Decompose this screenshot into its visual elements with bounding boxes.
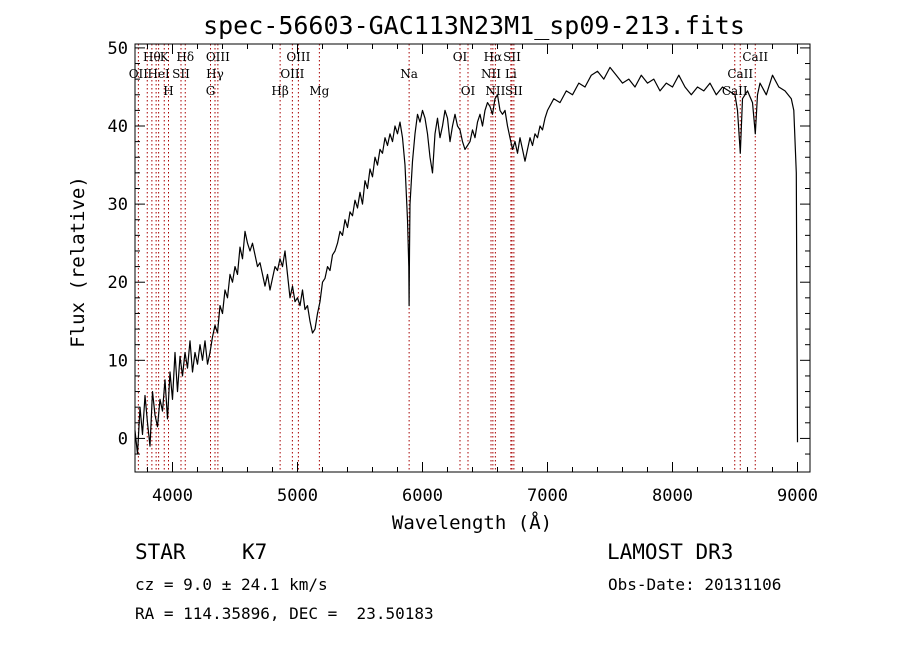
x-tick-label: 5000 <box>277 486 318 506</box>
x-tick-label: 7000 <box>527 486 568 506</box>
spectral-line-labels: OII Hθ HeI K H Hδ SII Hγ G OIII Hβ OIII OIII Mg Na OI OI… <box>129 50 769 98</box>
object-subclass: K7 <box>242 540 268 564</box>
spectral-line-label: OIII <box>286 50 310 64</box>
x-tick-label: 6000 <box>402 486 443 506</box>
spectral-line-label: Hθ <box>143 50 161 64</box>
x-tick-label: 9000 <box>777 486 818 506</box>
spectral-line-label: SII <box>172 67 190 81</box>
spectral-line-label: OII <box>129 67 149 81</box>
x-tick-label: 8000 <box>652 486 693 506</box>
spectrum-plot <box>134 66 799 455</box>
x-axis-label: Wavelength (Å) <box>392 511 552 534</box>
spectral-line-label: OIII <box>206 50 230 64</box>
spectral-line-label: SII <box>505 84 523 98</box>
spectral-line-label: H <box>163 84 173 98</box>
spectral-line-label: CaII <box>742 50 768 64</box>
plot-frame <box>134 43 811 473</box>
x-tick-label: 4000 <box>152 486 193 506</box>
chart-title: spec-56603-GAC113N23M1_sp09-213.fits <box>203 11 745 40</box>
object-class: STAR <box>135 540 186 564</box>
y-tick-label: 50 <box>108 39 128 59</box>
y-axis-label: Flux (relative) <box>67 176 89 348</box>
y-tick-label: 30 <box>108 195 128 215</box>
y-tick-label: 40 <box>108 117 128 137</box>
spectral-line-label: OI <box>461 84 476 98</box>
spectral-line-label: K <box>160 50 170 64</box>
y-axis-ticks: 0 10 20 30 40 50 <box>108 39 810 455</box>
spectral-line-label: OI <box>453 50 468 64</box>
spectral-line-label: Na <box>400 67 418 81</box>
spectral-line-label: Hβ <box>271 84 288 98</box>
y-tick-label: 0 <box>118 429 128 449</box>
spectral-line-label: Hδ <box>176 50 194 64</box>
spectral-line-label: CaII <box>727 67 753 81</box>
spectral-line-label: NII <box>485 84 505 98</box>
x-axis-ticks: 4000 5000 6000 7000 8000 9000 <box>147 44 818 506</box>
spectral-line-label: Li <box>505 67 517 81</box>
redshift-value: cz = 9.0 ± 24.1 km/s <box>135 575 328 594</box>
spectral-line-label: SII <box>503 50 521 64</box>
spectral-line-label: Mg <box>309 84 329 98</box>
y-tick-label: 10 <box>108 351 128 371</box>
spectral-line-label: NII <box>481 67 501 81</box>
coordinates: RA = 114.35896, DEC = 23.50183 <box>135 604 434 623</box>
observation-date: Obs-Date: 20131106 <box>608 575 782 594</box>
survey-name: LAMOST DR3 <box>607 540 734 564</box>
spectral-line-label: Hγ <box>206 67 224 81</box>
spectral-line-label: HeI <box>147 67 170 81</box>
spectral-line-label: Hα <box>484 50 503 64</box>
spectral-line-label: CaII <box>722 84 748 98</box>
spectral-line-label: OIII <box>280 67 304 81</box>
spectral-line-label: G <box>206 84 216 98</box>
flux-series-line <box>134 66 799 455</box>
spectral-line-markers <box>137 44 756 472</box>
y-tick-label: 20 <box>108 273 128 293</box>
